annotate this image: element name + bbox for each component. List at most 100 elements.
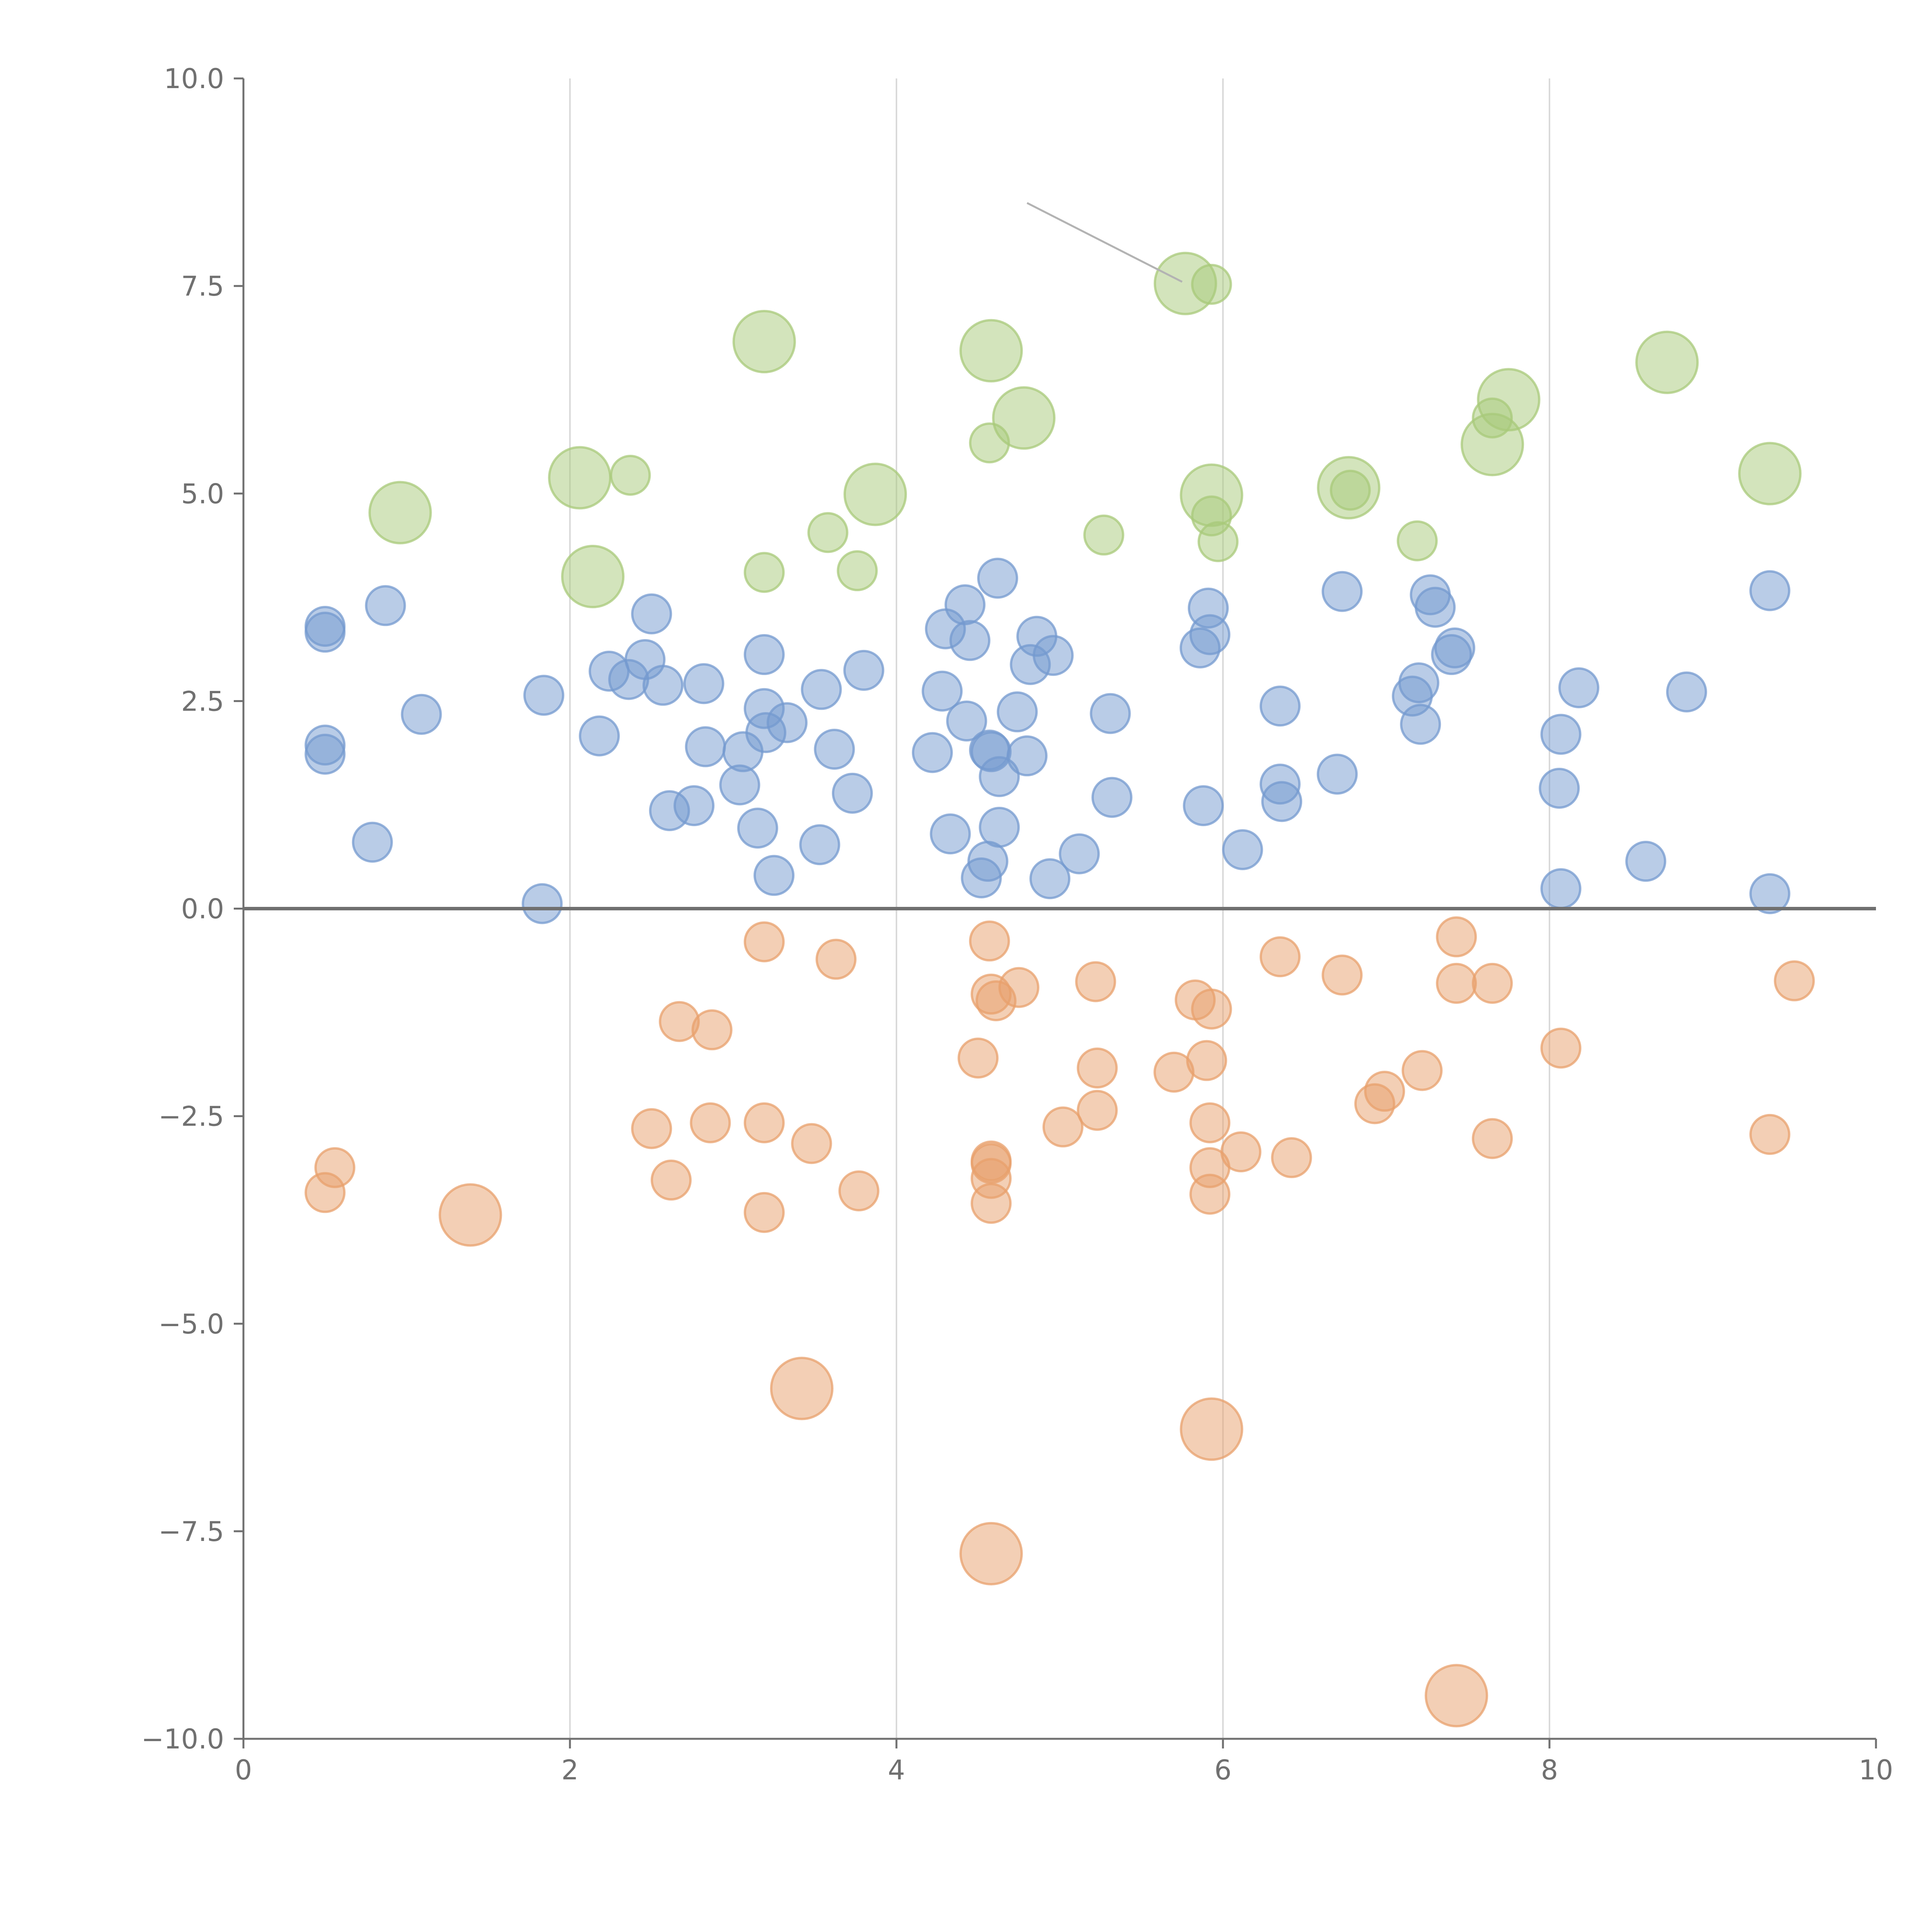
data-point-positive: [977, 558, 1018, 599]
data-point-negative: [1425, 1664, 1488, 1728]
data-point-positive: [843, 650, 884, 691]
data-point-negative: [1321, 954, 1363, 996]
data-point-negative: [1186, 1040, 1227, 1081]
scatter-points: [304, 252, 1815, 1728]
data-point-positive: [1183, 785, 1224, 827]
data-point-negative: [1436, 916, 1477, 957]
data-point-negative: [969, 920, 1010, 962]
data-point-negative: [1271, 1137, 1312, 1179]
data-point-negative: [971, 1183, 1012, 1224]
y-tick-label: −10.0: [141, 1723, 224, 1755]
data-point-positive: [743, 634, 785, 675]
data-point-negative: [1472, 963, 1513, 1004]
data-point-positive: [683, 663, 724, 704]
data-point-positive: [1189, 614, 1231, 655]
data-point-positive: [365, 585, 406, 626]
x-tick-label: 10: [1859, 1754, 1893, 1786]
data-point-negative: [1220, 1131, 1262, 1173]
y-tick-label: −7.5: [158, 1516, 224, 1548]
data-point-positive: [523, 675, 565, 716]
data-point-top: [561, 545, 625, 609]
data-point-negative: [1189, 1102, 1231, 1143]
data-point-top: [1083, 514, 1124, 556]
data-point-top: [368, 481, 432, 544]
data-point-positive: [1749, 570, 1791, 611]
data-point-positive: [673, 785, 715, 827]
y-tick-label: 7.5: [181, 270, 224, 302]
data-point-positive: [1029, 858, 1071, 900]
data-point-positive: [832, 772, 873, 814]
data-point-top: [959, 319, 1023, 383]
data-point-negative: [1436, 963, 1477, 1004]
x-tick-label: 8: [1541, 1754, 1558, 1786]
data-point-top: [1330, 469, 1371, 511]
data-point-negative: [1364, 1071, 1405, 1112]
data-point-negative: [1189, 1173, 1231, 1215]
data-point-positive: [685, 726, 726, 767]
data-point-top: [807, 512, 849, 553]
data-point-negative: [1075, 961, 1116, 1002]
x-tick-label: 6: [1214, 1754, 1232, 1786]
data-point-negative: [743, 921, 785, 963]
data-point-positive: [304, 612, 346, 653]
annotations: [1026, 202, 1183, 283]
data-point-positive: [1539, 767, 1580, 809]
data-point-positive: [1259, 685, 1301, 727]
data-point-top: [1635, 330, 1699, 394]
annotation-leader-line: [1026, 202, 1183, 283]
y-tick-label: 0.0: [181, 893, 224, 925]
data-point-top: [1396, 520, 1438, 561]
data-point-positive: [1321, 571, 1363, 612]
data-point-positive: [1434, 627, 1475, 668]
data-point-positive: [352, 821, 393, 863]
x-tick-label: 2: [561, 1754, 579, 1786]
data-point-negative: [1077, 1048, 1118, 1089]
data-point-positive: [1007, 735, 1048, 777]
data-point-negative: [791, 1123, 832, 1164]
data-point-positive: [1261, 781, 1303, 822]
x-tick-label: 4: [888, 1754, 905, 1786]
data-point-positive: [946, 700, 987, 742]
data-point-negative: [314, 1147, 355, 1188]
data-point-positive: [997, 691, 1038, 733]
data-point-positive: [631, 593, 672, 634]
axes: 0 2 4 6 8 10 −10.0 −7.5 −5.0 −2.5 0.0 2.5 5.0 7.5 10.0: [141, 63, 1893, 1786]
data-point-positive: [766, 702, 808, 743]
data-point-negative: [1774, 960, 1815, 1002]
data-point-positive: [1540, 714, 1582, 755]
data-point-positive: [1032, 635, 1074, 676]
data-point-positive: [1558, 667, 1600, 708]
x-tick-label: 0: [235, 1754, 252, 1786]
data-point-negative: [959, 1522, 1023, 1585]
data-point-positive: [1400, 704, 1441, 745]
data-point-positive: [1059, 833, 1100, 874]
data-point-negative: [691, 1009, 733, 1051]
data-point-positive: [1749, 873, 1791, 914]
data-point-top: [548, 446, 612, 510]
data-point-negative: [1180, 1397, 1243, 1461]
data-point-negative: [743, 1102, 785, 1143]
data-point-positive: [1415, 587, 1456, 628]
y-tick-label: −2.5: [158, 1101, 224, 1133]
data-point-positive: [930, 813, 971, 855]
data-point-negative: [439, 1183, 502, 1247]
data-point-positive: [979, 756, 1020, 797]
data-point-positive: [304, 733, 346, 775]
data-point-negative: [650, 1160, 692, 1201]
data-point-positive: [814, 728, 855, 770]
data-point-negative: [1472, 1118, 1513, 1159]
data-point-positive: [949, 620, 991, 661]
data-point-positive: [1090, 693, 1131, 734]
data-point-negative: [1749, 1114, 1791, 1155]
data-point-positive: [753, 855, 795, 896]
data-point-positive: [1398, 662, 1439, 704]
data-point-top: [1477, 368, 1541, 432]
y-tick-label: −5.0: [158, 1308, 224, 1340]
data-point-top: [610, 454, 651, 496]
data-point-negative: [1042, 1106, 1083, 1148]
data-point-negative: [770, 1357, 834, 1420]
data-point-positive: [922, 670, 963, 712]
data-point-positive: [801, 669, 842, 710]
data-point-positive: [799, 824, 840, 866]
data-point-top: [1738, 442, 1802, 505]
